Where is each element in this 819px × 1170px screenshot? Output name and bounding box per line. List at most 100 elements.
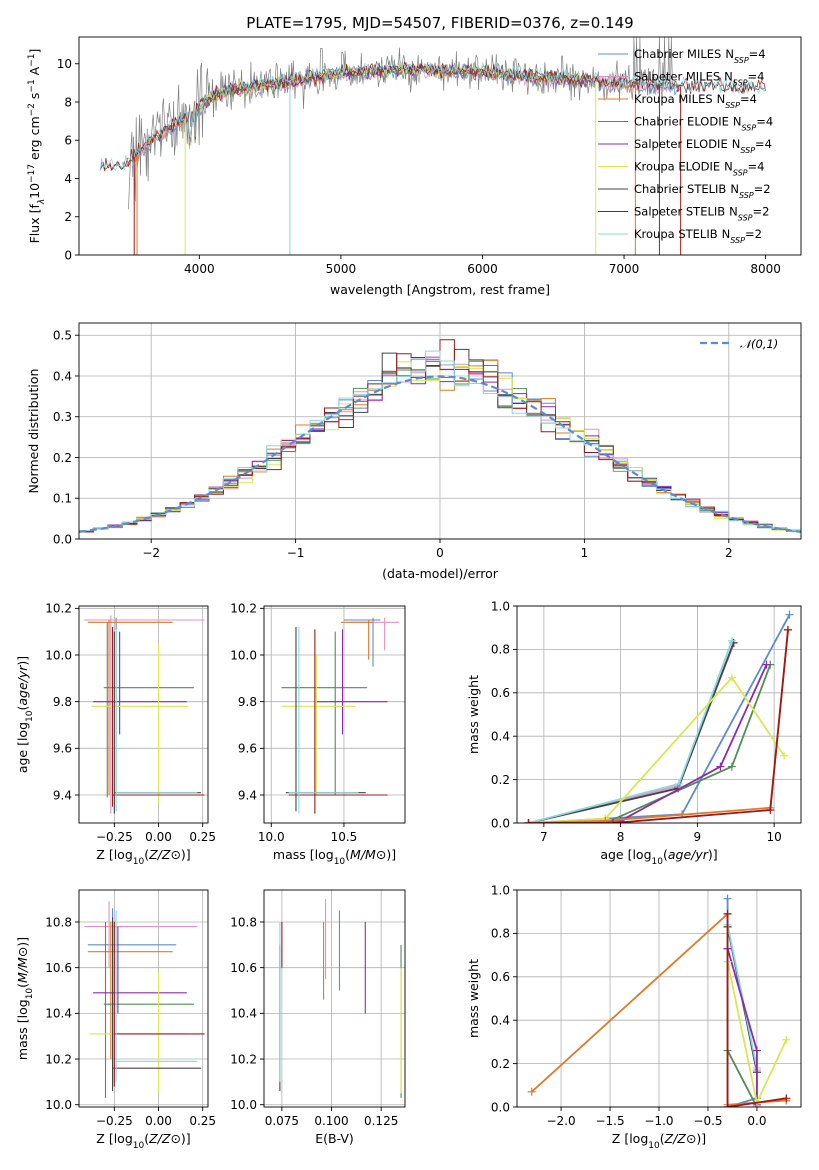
y-label-part: ] xyxy=(27,49,42,54)
weight-lines xyxy=(527,894,791,1107)
y-tick-label: 0.8 xyxy=(491,643,510,657)
legend-name: Kroupa ELODIE xyxy=(634,160,720,174)
x-tick-label: 0.125 xyxy=(364,1114,398,1128)
errorbars xyxy=(84,615,205,814)
y-tick-label: 10.8 xyxy=(230,915,257,929)
y-tick-label: 0.0 xyxy=(491,1100,510,1114)
label-part: ( xyxy=(144,847,149,862)
y-label-part: −1 xyxy=(27,54,37,67)
x-axis-label: Z [log10(Z/Z⊙)] xyxy=(96,1131,190,1151)
weight-marker xyxy=(727,762,736,771)
x-tick-label: 6000 xyxy=(467,262,498,276)
histogram-series xyxy=(79,339,801,533)
axes-frame xyxy=(78,889,209,1108)
weight-marker xyxy=(674,779,683,788)
y-axis-label: mass weight xyxy=(466,675,481,754)
legend-entry: Salpeter STELIB NSSP=2 xyxy=(634,205,769,223)
y-tick-label: 0.4 xyxy=(53,369,72,383)
ticks-mass-vs-Z: −0.25 0.00 0.25 10.0 10.2 10.4 10.6 10.8 xyxy=(45,915,216,1128)
legend-name: Chabrier STELIB xyxy=(634,182,726,196)
panel-mass-weight-vs-age: 7 8 9 100.00.20.40.60.81.0 age [log10(age/yr… xyxy=(466,599,802,867)
y-tick-label: 10.8 xyxy=(45,915,72,929)
legend-name: Salpeter STELIB xyxy=(634,205,725,219)
legend-value: =2 xyxy=(754,182,771,196)
ticks-age-vs-Z: −0.25 0.00 0.25 9.4 9.6 9.8 10.0 10.2 xyxy=(45,602,216,844)
ticks-mass-vs-EBV: 0.075 0.100 0.125 10.0 10.2 10.4 10.6 10.8 xyxy=(230,915,398,1128)
label-math: M/M⊙ xyxy=(350,847,386,862)
x-axis-label: Z [log10(Z/Z⊙)] xyxy=(96,847,190,867)
legend-value: =4 xyxy=(755,137,772,151)
weight-marker xyxy=(762,660,771,669)
weight-marker xyxy=(783,625,792,634)
x-axis-label: age [log10(age/yr)] xyxy=(600,847,717,867)
label-part: ( xyxy=(15,983,30,988)
axes-frame xyxy=(78,36,802,256)
x-tick-label: 0.25 xyxy=(189,830,216,844)
y-label-part: A xyxy=(27,66,42,79)
x-axis-label: E(B-V) xyxy=(315,1131,354,1146)
legend-sub: SSP xyxy=(740,146,755,155)
legend-n: N xyxy=(733,115,742,129)
ticks-spectrum: 4000 5000 6000 7000 8000 0 2 4 6 8 10 xyxy=(57,57,781,276)
label-part: )] xyxy=(181,1131,191,1146)
x-tick-label: 10.0 xyxy=(258,830,285,844)
weight-marker xyxy=(723,909,732,918)
y-tick-label: 9.8 xyxy=(238,695,257,709)
x-tick-label: −0.25 xyxy=(96,1114,133,1128)
ticks-mass-weight-vs-age: 7 8 9 10 0.0 0.2 0.4 0.6 0.8 1.0 xyxy=(491,599,782,844)
legend-name: Kroupa STELIB xyxy=(634,227,718,241)
legend-value: =2 xyxy=(745,227,762,241)
y-axis-label: Normed distribution xyxy=(26,369,41,494)
axes-frame xyxy=(78,605,209,824)
y-label-part: 10 xyxy=(27,183,42,199)
label-part: )] xyxy=(15,937,30,947)
x-tick-label: 7 xyxy=(540,830,548,844)
label-part: ( xyxy=(663,847,668,862)
weight-marker xyxy=(752,1046,761,1055)
label-part: )] xyxy=(15,656,30,666)
legend-sub: SSP xyxy=(738,213,753,222)
y-tick-label: 0.0 xyxy=(53,532,72,546)
x-tick-label: 0.00 xyxy=(145,1114,172,1128)
normal-curve xyxy=(79,375,801,533)
y-label-part: s xyxy=(27,93,42,104)
model-spectrum xyxy=(99,60,766,172)
legend-sub: SSP xyxy=(739,191,754,200)
legend-sub: SSP xyxy=(733,78,748,87)
y-tick-label: 9.6 xyxy=(238,742,257,756)
y-tick-label: 0.0 xyxy=(491,816,510,830)
legend-value: =2 xyxy=(752,205,769,219)
weight-marker xyxy=(616,816,625,823)
legend-entry: Kroupa STELIB NSSP=2 xyxy=(634,227,762,245)
y-tick-label: 0.3 xyxy=(53,410,72,424)
y-label-part: −17 xyxy=(27,164,37,183)
x-axis-label: (data-model)/error xyxy=(382,566,499,581)
legend-entry: Salpeter ELODIE NSSP=4 xyxy=(634,137,772,155)
x-tick-label: 0 xyxy=(436,546,444,560)
y-tick-label: 10.4 xyxy=(230,1007,257,1021)
axes-frame xyxy=(263,889,406,1108)
y-tick-label: 0.8 xyxy=(491,927,510,941)
legend-value: =4 xyxy=(747,160,764,174)
x-tick-label: 8000 xyxy=(750,262,781,276)
y-tick-label: 0.4 xyxy=(491,1014,510,1028)
y-tick-label: 10.0 xyxy=(45,1098,72,1112)
y-axis-label: Flux [fλ10−17 erg cm−2 s−1 A−1] xyxy=(27,49,47,244)
legend-name: Chabrier MILES xyxy=(634,47,721,61)
legend-n: N xyxy=(724,70,733,84)
y-tick-label: 10.2 xyxy=(45,602,72,616)
weight-marker xyxy=(608,819,617,823)
axes-frame xyxy=(516,889,802,1108)
y-tick-label: 9.4 xyxy=(238,788,257,802)
panel-mass-vs-EBV: 0.075 0.100 0.125 10.0 10.2 10.4 10.6 10.8 E(B-V… xyxy=(230,889,406,1146)
label-sub: 10 xyxy=(133,1141,145,1151)
x-tick-label: −1.0 xyxy=(644,1114,673,1128)
legend-n: N xyxy=(722,227,731,241)
legend-sub: SSP xyxy=(733,168,748,177)
y-tick-label: 9.4 xyxy=(53,788,72,802)
label-part: )] xyxy=(181,847,191,862)
legend-n: N xyxy=(724,160,733,174)
weight-marker xyxy=(723,1103,732,1107)
legend-name: Kroupa MILES xyxy=(634,92,713,106)
legend-entry: Chabrier ELODIE NSSP=4 xyxy=(634,115,773,133)
